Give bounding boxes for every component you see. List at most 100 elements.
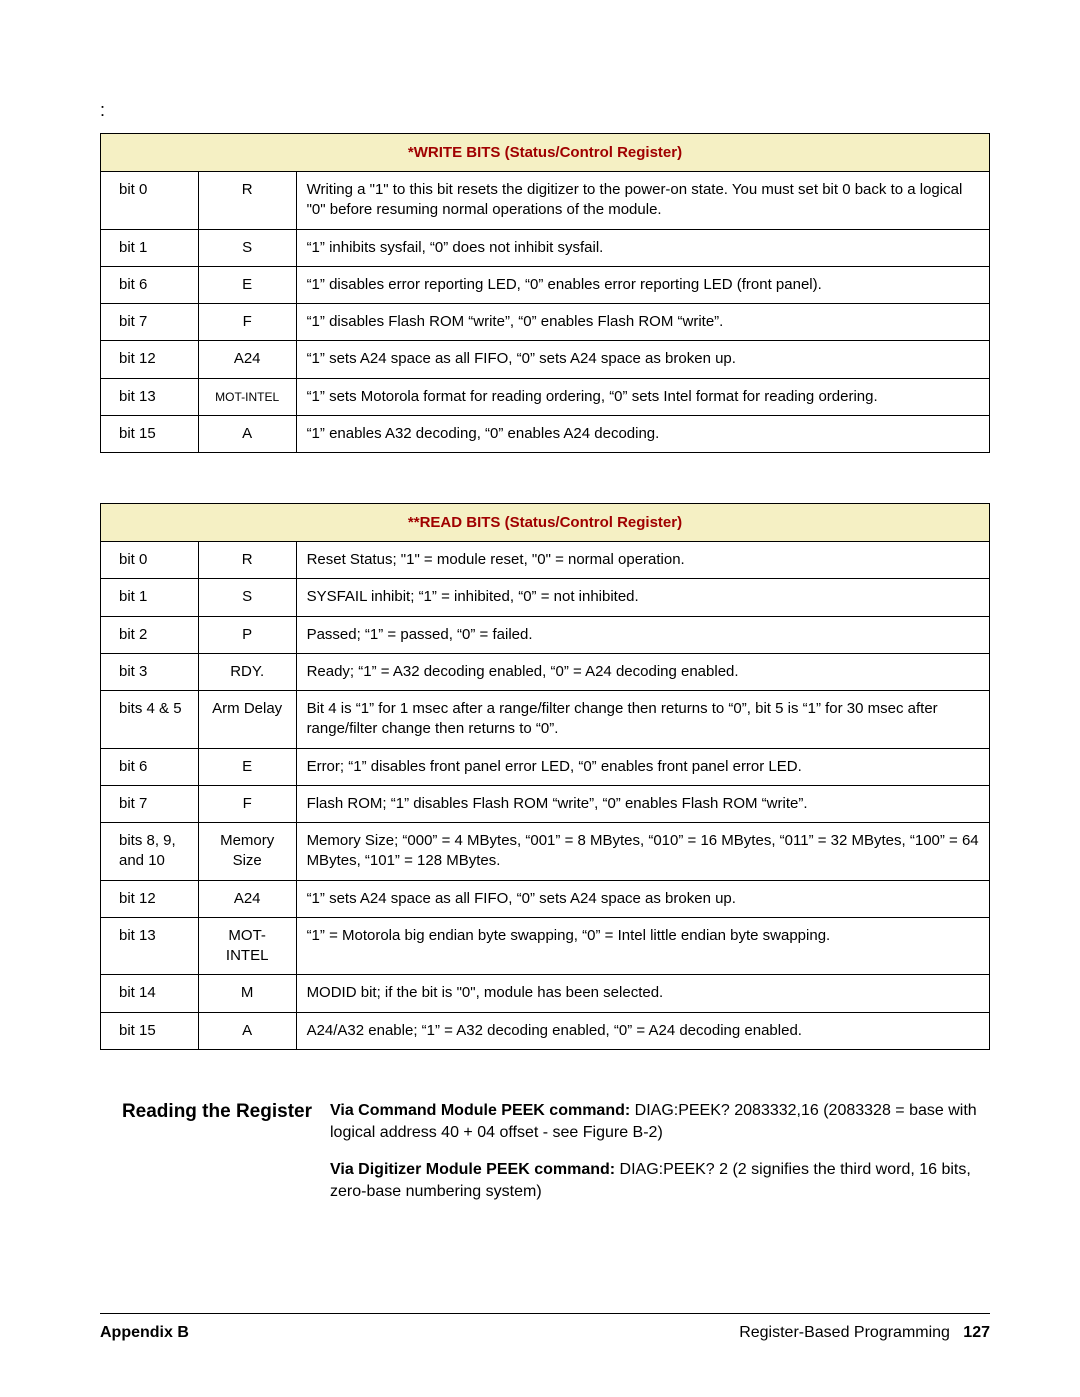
table-row: bit 12 A24 “1” sets A24 space as all FIFO,… bbox=[101, 880, 990, 917]
symbol-text: Arm Delay bbox=[212, 700, 282, 717]
bit-cell: bit 13 bbox=[101, 917, 199, 975]
bit-cell: bit 7 bbox=[101, 304, 199, 341]
symbol-cell: E bbox=[198, 266, 296, 303]
footer-page-number: 127 bbox=[963, 1324, 990, 1341]
symbol-text: S bbox=[242, 588, 252, 605]
symbol-cell: F bbox=[198, 785, 296, 822]
symbol-cell: A24 bbox=[198, 341, 296, 378]
symbol-cell: R bbox=[198, 542, 296, 579]
description-cell: Bit 4 is “1” for 1 msec after a range/fi… bbox=[296, 691, 989, 749]
symbol-cell: MOT-INTEL bbox=[198, 917, 296, 975]
bit-cell: bit 15 bbox=[101, 415, 199, 452]
p2-lead: Via Digitizer Module PEEK command: bbox=[330, 1161, 615, 1178]
description-cell: “1” sets A24 space as all FIFO, “0” sets… bbox=[296, 880, 989, 917]
description-cell: Ready; “1” = A32 decoding enabled, “0” =… bbox=[296, 653, 989, 690]
table-row: bit 6E“1” disables error reporting LED, … bbox=[101, 266, 990, 303]
symbol-text: MOT-INTEL bbox=[215, 390, 279, 404]
description-cell: “1” enables A32 decoding, “0” enables A2… bbox=[296, 415, 989, 452]
symbol-cell: A bbox=[198, 415, 296, 452]
table-row: bit 15 A A24/A32 enable; “1” = A32 decodin… bbox=[101, 1012, 990, 1049]
symbol-text: F bbox=[243, 313, 252, 330]
symbol-cell: E bbox=[198, 748, 296, 785]
bit-cell: bits 4 & 5 bbox=[101, 691, 199, 749]
symbol-text: A bbox=[242, 1022, 252, 1039]
table-row: bits 8, 9, and 10 Memory Size Memory Size;… bbox=[101, 823, 990, 881]
bit-cell: bit 14 bbox=[101, 975, 199, 1012]
symbol-text: F bbox=[243, 795, 252, 812]
table-row: bit 0 R Reset Status; "1" = module reset, … bbox=[101, 542, 990, 579]
symbol-cell: S bbox=[198, 229, 296, 266]
bit-cell: bit 1 bbox=[101, 579, 199, 616]
bit-cell: bit 7 bbox=[101, 785, 199, 822]
symbol-cell: F bbox=[198, 304, 296, 341]
description-cell: “1” sets A24 space as all FIFO, “0” sets… bbox=[296, 341, 989, 378]
read-bits-header: **READ BITS (Status/Control Register) bbox=[101, 504, 990, 542]
table-row: bit 12A24“1” sets A24 space as all FIFO,… bbox=[101, 341, 990, 378]
symbol-cell: MOT-INTEL bbox=[198, 378, 296, 415]
symbol-cell: A24 bbox=[198, 880, 296, 917]
symbol-cell: M bbox=[198, 975, 296, 1012]
reading-register-p2: Via Digitizer Module PEEK command: DIAG:… bbox=[330, 1159, 990, 1204]
description-cell: “1” inhibits sysfail, “0” does not inhib… bbox=[296, 229, 989, 266]
symbol-cell: Arm Delay bbox=[198, 691, 296, 749]
page: : *WRITE BITS (Status/Control Register) … bbox=[0, 0, 1080, 1397]
bit-cell: bit 0 bbox=[101, 172, 199, 230]
leading-colon: : bbox=[100, 100, 990, 121]
bit-cell: bit 15 bbox=[101, 1012, 199, 1049]
description-cell: “1” disables error reporting LED, “0” en… bbox=[296, 266, 989, 303]
table-row: bit 6EError; “1” disables front panel er… bbox=[101, 748, 990, 785]
bit-cell: bit 13 bbox=[101, 378, 199, 415]
description-cell: Passed; “1” = passed, “0” = failed. bbox=[296, 616, 989, 653]
symbol-text: MOT-INTEL bbox=[226, 927, 269, 964]
symbol-cell: A bbox=[198, 1012, 296, 1049]
bit-cell: bit 12 bbox=[101, 880, 199, 917]
symbol-cell: R bbox=[198, 172, 296, 230]
reading-register-heading: Reading the Register bbox=[100, 1100, 330, 1218]
bit-cell: bit 2 bbox=[101, 616, 199, 653]
write-bits-header: *WRITE BITS (Status/Control Register) bbox=[101, 134, 990, 172]
table-row: bit 3 RDY. Ready; “1” = A32 decoding enabl… bbox=[101, 653, 990, 690]
description-cell: Memory Size; “000” = 4 MBytes, “001” = 8… bbox=[296, 823, 989, 881]
symbol-text: A bbox=[242, 425, 252, 442]
symbol-text: A24 bbox=[234, 890, 261, 907]
description-cell: “1” = Motorola big endian byte swapping,… bbox=[296, 917, 989, 975]
p1-lead: Via Command Module PEEK command: bbox=[330, 1102, 630, 1119]
symbol-text: RDY. bbox=[230, 663, 264, 680]
description-cell: Error; “1” disables front panel error LE… bbox=[296, 748, 989, 785]
table-row: bit 0RWriting a "1" to this bit resets t… bbox=[101, 172, 990, 230]
table-row: bit 13 MOT-INTEL “1” = Motorola big endian… bbox=[101, 917, 990, 975]
description-cell: SYSFAIL inhibit; “1” = inhibited, “0” = … bbox=[296, 579, 989, 616]
reading-register-section: Reading the Register Via Command Module … bbox=[100, 1100, 990, 1218]
bit-cell: bits 8, 9, and 10 bbox=[101, 823, 199, 881]
read-bits-table: **READ BITS (Status/Control Register) bi… bbox=[100, 503, 990, 1050]
description-cell: “1” sets Motorola format for reading ord… bbox=[296, 378, 989, 415]
symbol-text: M bbox=[241, 984, 254, 1001]
table-row: bit 1 S SYSFAIL inhibit; “1” = inhibited, … bbox=[101, 579, 990, 616]
symbol-cell: RDY. bbox=[198, 653, 296, 690]
table-row: bit 2 P Passed; “1” = passed, “0” = failed… bbox=[101, 616, 990, 653]
bit-cell: bit 6 bbox=[101, 748, 199, 785]
symbol-text: P bbox=[242, 626, 252, 643]
table-row: bit 15 A “1” enables A32 decoding, “0” ena… bbox=[101, 415, 990, 452]
reading-register-p1: Via Command Module PEEK command: DIAG:PE… bbox=[330, 1100, 990, 1145]
description-cell: A24/A32 enable; “1” = A32 decoding enabl… bbox=[296, 1012, 989, 1049]
symbol-text: A24 bbox=[234, 350, 261, 367]
table-row: bit 14MMODID bit; if the bit is "0", mod… bbox=[101, 975, 990, 1012]
bit-cell: bit 1 bbox=[101, 229, 199, 266]
symbol-cell: S bbox=[198, 579, 296, 616]
description-cell: “1” disables Flash ROM “write”, “0” enab… bbox=[296, 304, 989, 341]
footer-right-text: Register-Based Programming bbox=[739, 1324, 950, 1341]
symbol-text: R bbox=[242, 181, 253, 198]
page-footer: Appendix B Register-Based Programming 12… bbox=[100, 1313, 990, 1342]
symbol-text: Memory Size bbox=[220, 832, 274, 869]
symbol-text: R bbox=[242, 551, 253, 568]
bit-cell: bit 3 bbox=[101, 653, 199, 690]
description-cell: Reset Status; "1" = module reset, "0" = … bbox=[296, 542, 989, 579]
table-row: bit 1 S “1” inhibits sysfail, “0” does not… bbox=[101, 229, 990, 266]
footer-right: Register-Based Programming 127 bbox=[739, 1324, 990, 1342]
symbol-text: S bbox=[242, 239, 252, 256]
bit-cell: bit 6 bbox=[101, 266, 199, 303]
bit-cell: bit 0 bbox=[101, 542, 199, 579]
reading-register-body: Via Command Module PEEK command: DIAG:PE… bbox=[330, 1100, 990, 1218]
table-row: bit 7 F “1” disables Flash ROM “write”, “0… bbox=[101, 304, 990, 341]
